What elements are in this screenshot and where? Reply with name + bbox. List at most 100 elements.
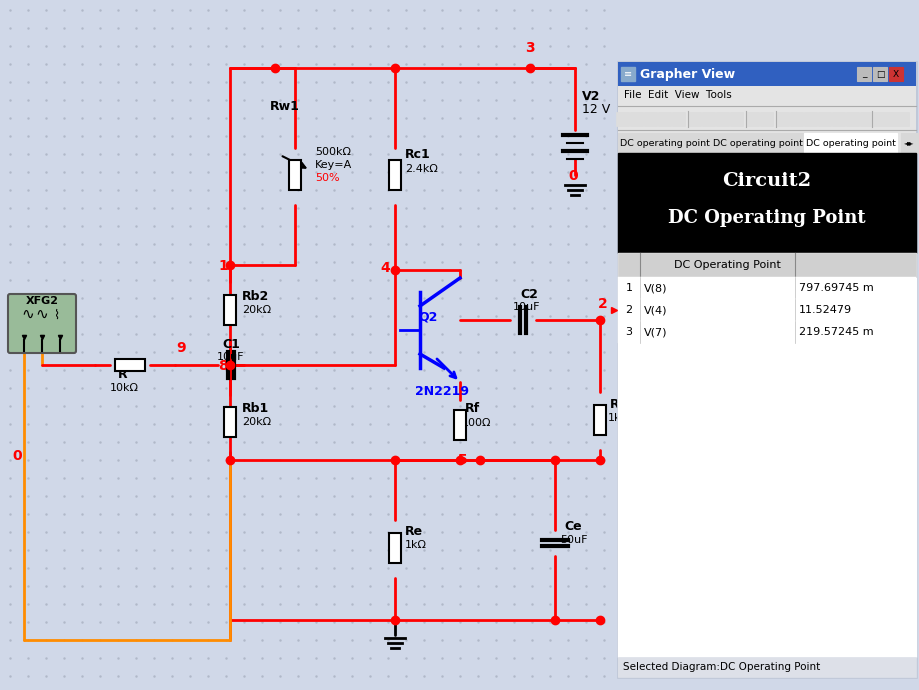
Bar [618,86,915,677]
Bar [618,299,915,321]
Text: File  Edit  View  Tools: File Edit View Tools [623,90,731,100]
Bar [775,112,789,126]
Bar [389,160,401,190]
Text: 4: 4 [380,261,390,275]
Text: 1: 1 [218,259,228,273]
Text: 2: 2 [597,297,607,311]
Text: Ce: Ce [563,520,581,533]
Text: 50uF: 50uF [560,535,587,545]
Text: 797.69745 m: 797.69745 m [798,283,873,293]
Text: XFG2: XFG2 [26,296,59,306]
Bar [789,112,802,126]
Text: Re: Re [404,525,423,538]
Bar [759,112,772,126]
Text: DC operating point: DC operating point [618,139,709,148]
Text: _: _ [861,70,866,79]
Bar [630,112,642,126]
Text: 10kΩ: 10kΩ [110,383,139,393]
Bar [831,112,844,126]
Bar [895,112,908,126]
Text: ∿: ∿ [36,307,49,322]
Bar [618,277,915,299]
Text: 5: 5 [458,453,467,467]
Text: 219.57245 m: 219.57245 m [798,327,873,337]
Bar [803,112,816,126]
Bar [883,112,896,126]
Text: Rl: Rl [609,398,623,411]
Bar [223,295,236,325]
Bar [900,133,915,153]
Bar [289,160,301,190]
Text: Key=A: Key=A [314,160,352,170]
Bar [616,112,629,126]
Text: 1: 1 [625,283,632,293]
Text: 2N2219: 2N2219 [414,385,469,398]
Bar [618,253,915,277]
Text: 500kΩ: 500kΩ [314,147,351,157]
Text: V(4): V(4) [643,305,667,315]
Text: C1: C1 [221,338,240,351]
Bar [710,133,803,153]
Text: 8: 8 [218,359,228,373]
Bar [657,112,670,126]
Text: V(7): V(7) [643,327,667,337]
Text: 50%: 50% [314,173,339,183]
Text: 10uF: 10uF [217,352,244,362]
Bar [115,359,145,371]
Bar [453,410,466,440]
Text: DC operating point: DC operating point [712,139,801,148]
Text: 0: 0 [567,169,577,183]
Text: Rw1: Rw1 [269,100,300,113]
Bar [620,67,634,81]
Bar [618,321,915,343]
Bar [915,133,919,153]
Bar [872,67,886,81]
Text: ⌇: ⌇ [53,309,59,322]
Text: V(8): V(8) [643,283,667,293]
Bar [618,62,915,677]
Bar [857,67,870,81]
Text: 10uF: 10uF [513,302,540,312]
Bar [671,112,685,126]
Bar [729,112,743,126]
Bar [618,253,915,657]
Bar [715,112,728,126]
Bar [871,112,884,126]
Text: Q2: Q2 [417,310,437,323]
Text: □: □ [875,70,883,79]
Text: 0: 0 [12,449,22,463]
Text: Rb2: Rb2 [242,290,269,303]
Bar [618,133,710,153]
Text: Rc1: Rc1 [404,148,430,161]
Text: 9: 9 [176,341,186,355]
Text: R: R [118,368,128,381]
Bar [817,112,830,126]
Text: Circuit2: Circuit2 [721,172,811,190]
Text: ∿: ∿ [22,307,34,322]
Text: 1kΩ: 1kΩ [607,413,630,423]
Bar [594,405,606,435]
Text: 2: 2 [625,305,632,315]
Text: X: X [892,70,898,79]
Text: DC Operating Point: DC Operating Point [674,260,780,270]
Bar [687,112,700,126]
Text: DC operating point: DC operating point [805,139,894,148]
Text: 100Ω: 100Ω [461,418,491,428]
Text: Rf: Rf [464,402,480,415]
Text: ►: ► [906,139,913,148]
FancyBboxPatch shape [8,294,76,353]
Text: ◄: ◄ [903,139,910,148]
Text: 12 V: 12 V [582,103,609,116]
Text: 11.52479: 11.52479 [798,305,851,315]
Text: DC Operating Point: DC Operating Point [667,209,865,227]
Bar [803,133,896,153]
Bar [223,407,236,437]
Bar [618,657,915,677]
Text: Selected Diagram:DC Operating Point: Selected Diagram:DC Operating Point [622,662,820,672]
Text: 20kΩ: 20kΩ [242,305,271,315]
Text: V2: V2 [582,90,600,103]
Bar [618,62,915,86]
Text: ≡: ≡ [623,69,631,79]
Bar [389,533,401,563]
Text: C2: C2 [519,288,538,301]
